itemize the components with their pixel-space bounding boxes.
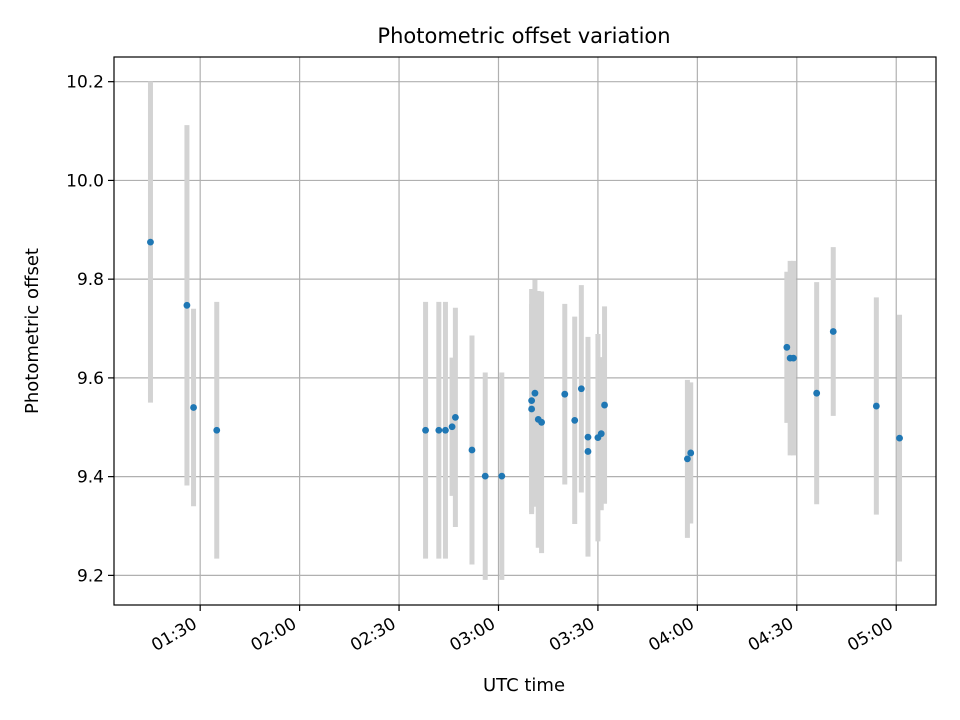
data-point (498, 472, 506, 480)
data-point (147, 238, 154, 246)
data-point (448, 423, 456, 431)
y-tick-label: 9.4 (77, 468, 104, 488)
y-tick-label: 9.2 (77, 566, 104, 586)
chart-title: Photometric offset variation (377, 24, 670, 48)
data-point (561, 390, 569, 398)
data-point (451, 413, 459, 421)
data-point (872, 402, 880, 410)
y-tick-label: 9.6 (77, 369, 104, 389)
x-tick-label: 03:30 (546, 614, 598, 656)
y-tick-label: 9.8 (77, 270, 104, 290)
point-layer (147, 238, 903, 480)
y-axis: 9.2 9.4 9.6 9.8 10.0 10.2 (66, 73, 114, 586)
data-point (183, 301, 191, 309)
y-tick-label: 10.0 (66, 171, 104, 191)
x-tick-label: 04:30 (745, 614, 797, 656)
y-axis-label: Photometric offset (22, 248, 43, 414)
data-point (790, 354, 797, 362)
data-point (597, 430, 605, 438)
x-tick-label: 04:00 (645, 614, 697, 656)
errorbar-layer (147, 81, 903, 580)
x-axis-label: UTC time (483, 675, 565, 696)
data-point (684, 455, 691, 463)
data-point (584, 433, 592, 441)
data-point (896, 434, 903, 442)
data-point (481, 472, 489, 480)
data-point (829, 328, 837, 335)
data-point (435, 426, 443, 434)
data-point (528, 405, 536, 413)
data-point (783, 343, 791, 351)
data-point (571, 416, 579, 424)
data-point (538, 418, 545, 426)
y-tick-label: 10.2 (66, 73, 104, 93)
data-point (531, 389, 539, 397)
data-point (213, 426, 221, 434)
data-point (190, 404, 197, 411)
data-point (584, 448, 592, 455)
data-point (422, 426, 429, 434)
x-tick-label: 03:00 (447, 614, 499, 656)
data-point (813, 389, 821, 397)
x-axis: 01:30 02:00 02:30 03:00 03:30 04:00 04:30 05:00 (148, 605, 897, 656)
x-tick-label: 02:00 (248, 614, 300, 656)
x-tick-label: 05:00 (844, 614, 896, 656)
data-point (687, 449, 695, 457)
data-point (528, 397, 536, 405)
x-tick-label: 02:30 (347, 614, 399, 656)
x-tick-label: 01:30 (148, 614, 200, 656)
grid-layer (114, 57, 936, 605)
data-point (468, 446, 476, 454)
data-point (442, 426, 449, 434)
data-point (577, 385, 585, 393)
data-point (601, 401, 608, 409)
plot-frame (113, 56, 937, 606)
